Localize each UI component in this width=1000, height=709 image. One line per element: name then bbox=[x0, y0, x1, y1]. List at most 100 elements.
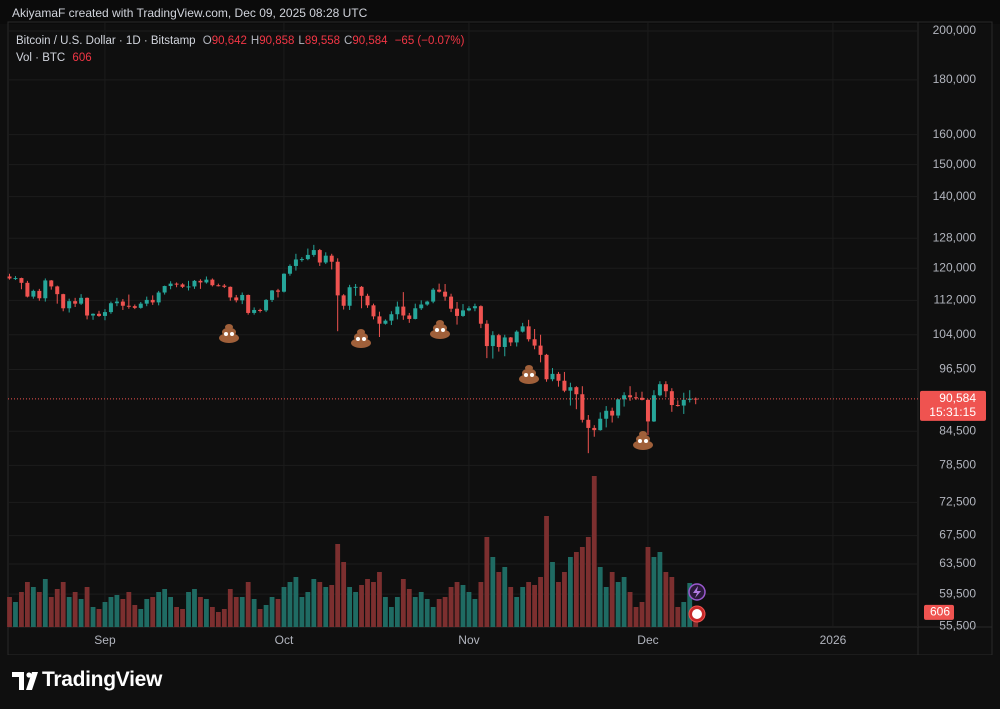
y-tick-label: 104,000 bbox=[933, 327, 977, 341]
x-tick-label: Sep bbox=[94, 633, 116, 647]
volume-bar bbox=[25, 582, 30, 627]
candle-body bbox=[347, 287, 352, 306]
volume-bar bbox=[209, 607, 215, 627]
candle-body bbox=[640, 397, 645, 400]
volume-bar bbox=[651, 557, 657, 627]
candle-body bbox=[132, 306, 137, 308]
volume-bar bbox=[442, 597, 448, 627]
candle-body bbox=[216, 285, 221, 287]
volume-bar bbox=[675, 607, 681, 627]
candle-body bbox=[67, 301, 72, 309]
legend-row: Vol · BTC 606 bbox=[16, 50, 464, 67]
candle-body bbox=[102, 312, 107, 316]
volume-bar bbox=[341, 562, 347, 627]
volume-bar bbox=[412, 597, 418, 627]
candle-body bbox=[31, 290, 36, 297]
candle-body bbox=[13, 278, 18, 280]
axes: 200,000 180,000 160,000 150,000 140,000 128,0… bbox=[8, 23, 986, 647]
candle-body bbox=[455, 308, 460, 316]
marker bbox=[351, 329, 371, 348]
legend: Bitcoin / U.S. Dollar · 1D · Bitstamp O9… bbox=[16, 33, 464, 67]
y-tick-label: 150,000 bbox=[933, 157, 977, 171]
volume-bar bbox=[48, 597, 54, 627]
candle-body bbox=[645, 399, 650, 422]
candle-body bbox=[299, 259, 304, 261]
x-tick-label: Dec bbox=[637, 633, 658, 647]
marker bbox=[633, 431, 653, 450]
y-tick-label: 67,500 bbox=[939, 528, 976, 542]
economic-event-icon-glyph bbox=[692, 609, 702, 619]
candle-body bbox=[562, 380, 567, 391]
candle-body bbox=[114, 301, 119, 304]
candle-body bbox=[431, 289, 436, 302]
volume-bar bbox=[687, 583, 693, 627]
volume-bar bbox=[186, 592, 191, 627]
volume-bar bbox=[597, 567, 603, 627]
volume-bar bbox=[472, 599, 478, 627]
y-tick-label: 63,500 bbox=[939, 556, 976, 570]
volume-bar bbox=[102, 602, 108, 627]
volume-bar bbox=[132, 605, 138, 627]
volume-bar bbox=[371, 582, 376, 627]
marker bbox=[219, 324, 239, 343]
candle-body bbox=[198, 280, 203, 283]
candle-body bbox=[240, 294, 245, 301]
volume-value-label: 606 bbox=[930, 605, 950, 619]
volume-bar bbox=[627, 592, 633, 627]
volume-bar bbox=[78, 599, 84, 627]
candle-body bbox=[556, 373, 561, 381]
candle-body bbox=[180, 284, 185, 287]
candle-body bbox=[568, 387, 573, 391]
volume-bar bbox=[639, 602, 645, 627]
volume-bar bbox=[454, 582, 460, 627]
candle-body bbox=[276, 290, 281, 292]
candle-body bbox=[168, 283, 173, 287]
candle-body bbox=[550, 373, 555, 380]
volume-bar bbox=[377, 572, 382, 627]
candle-body bbox=[681, 399, 686, 406]
candle-body bbox=[490, 335, 495, 347]
volume-bar bbox=[544, 516, 549, 627]
x-tick-label: Nov bbox=[458, 633, 479, 647]
candle-body bbox=[85, 297, 90, 316]
y-tick-label: 55,500 bbox=[939, 619, 976, 633]
candle-body bbox=[138, 303, 143, 308]
volume-bar bbox=[532, 585, 537, 627]
candle-body bbox=[311, 250, 316, 255]
volume-bar bbox=[198, 597, 203, 627]
candle-body bbox=[383, 320, 388, 324]
volume-bar bbox=[162, 589, 168, 627]
volume-bar bbox=[460, 585, 466, 627]
candle-body bbox=[43, 280, 48, 299]
volume-bar bbox=[406, 589, 412, 627]
candle-body bbox=[79, 297, 84, 304]
volume-bar bbox=[204, 599, 209, 627]
volume-bar bbox=[257, 609, 263, 627]
candle-body bbox=[437, 289, 442, 292]
volume-bar bbox=[84, 587, 90, 627]
candle-body bbox=[628, 395, 633, 398]
y-tick-label: 84,500 bbox=[939, 423, 976, 437]
candle-body bbox=[443, 291, 448, 297]
volume-bar bbox=[263, 605, 269, 627]
volume-bar bbox=[233, 597, 239, 627]
countdown: 15:31:15 bbox=[929, 405, 976, 419]
candle-body bbox=[246, 294, 251, 313]
volume-bar bbox=[42, 579, 48, 627]
candle-body bbox=[156, 292, 161, 303]
volume-bar bbox=[36, 592, 42, 627]
candle-body bbox=[186, 286, 191, 288]
candle-body bbox=[496, 335, 501, 347]
ohlc-key: O bbox=[202, 35, 212, 47]
candle-body bbox=[616, 399, 621, 416]
candle-body bbox=[401, 306, 406, 316]
volume-bar bbox=[275, 599, 281, 627]
candle-body bbox=[222, 285, 227, 287]
candle-body bbox=[293, 259, 298, 266]
candle-body bbox=[108, 303, 113, 313]
volume-bar bbox=[556, 582, 561, 627]
volume-bar bbox=[430, 607, 436, 627]
volume-bar bbox=[448, 587, 454, 627]
volume-pane bbox=[7, 476, 699, 627]
volume-bar bbox=[245, 582, 251, 627]
